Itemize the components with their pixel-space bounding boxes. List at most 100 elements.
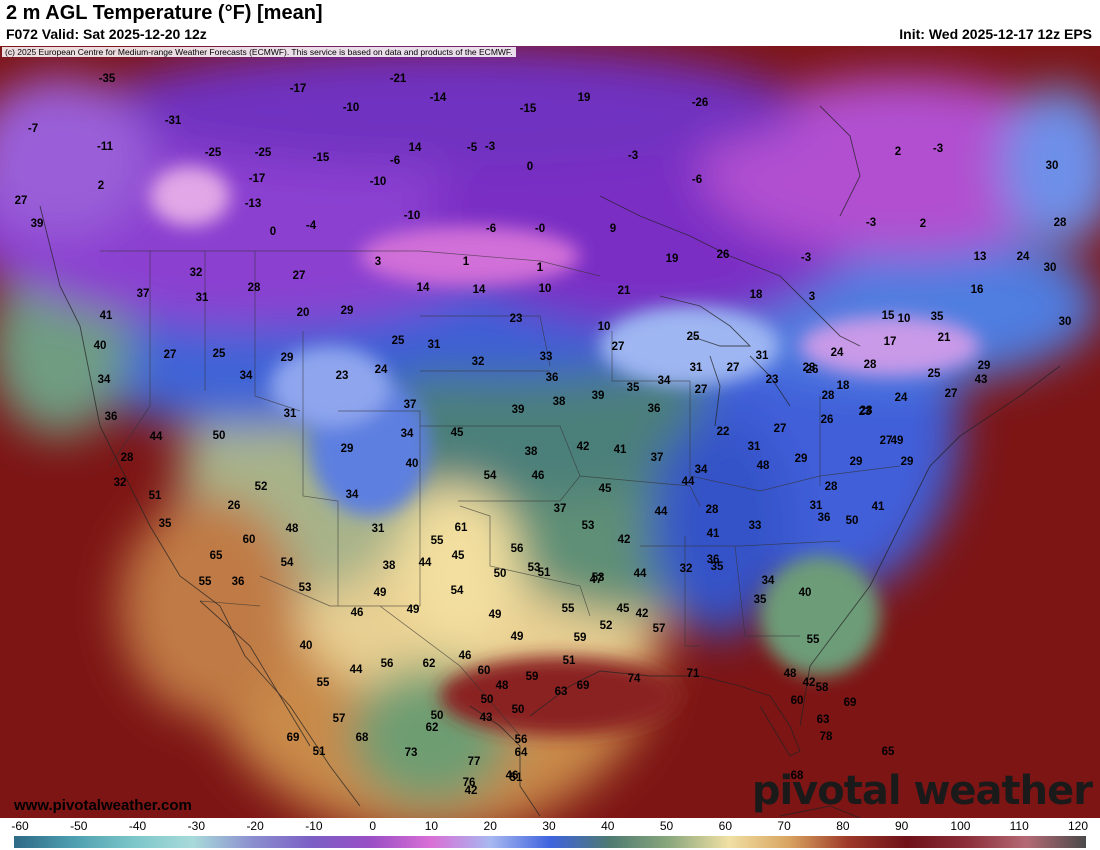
temperature-value: 14 (409, 142, 422, 154)
legend-tick-label: 0 (369, 819, 376, 833)
temperature-value: 25 (213, 348, 226, 360)
temperature-value: -3 (485, 141, 495, 153)
temperature-value: -3 (866, 217, 876, 229)
temperature-value: 58 (816, 682, 829, 694)
temperature-value: 27 (293, 270, 306, 282)
temperature-value: 62 (423, 658, 436, 670)
temperature-value: 27 (774, 423, 787, 435)
temperature-value: 50 (431, 710, 444, 722)
temperature-value: 56 (515, 734, 528, 746)
temperature-value: 27 (880, 435, 893, 447)
temperature-value: 44 (655, 506, 668, 518)
temperature-value: 0 (270, 226, 276, 238)
temperature-value: 76 (463, 777, 476, 789)
temperature-map[interactable]: -35 -21 -7 -17 -14 19 -10 -26 -31 -15 -11 -25 -25 -15… (0, 46, 1100, 818)
legend-tick-label: 110 (1009, 819, 1029, 833)
temperature-value: 29 (341, 443, 354, 455)
temperature-value: 48 (286, 523, 299, 535)
temperature-value: 29 (850, 456, 863, 468)
website-link[interactable]: www.pivotalweather.com (14, 797, 192, 814)
temperature-value: 42 (636, 608, 649, 620)
temperature-value: 53 (299, 582, 312, 594)
temperature-value: -0 (535, 223, 545, 235)
temperature-field (0, 46, 1100, 818)
temperature-value: 21 (618, 285, 631, 297)
coastlines (39, 105, 1061, 818)
temperature-value: 65 (882, 746, 895, 758)
legend-tick-label: 20 (483, 819, 497, 833)
temperature-value: 41 (707, 528, 720, 540)
temperature-value: 44 (350, 664, 363, 676)
temperature-value: 37 (137, 288, 150, 300)
temperature-value: 49 (489, 609, 502, 621)
temperature-value: -31 (165, 115, 182, 127)
temperature-value: 23 (510, 313, 523, 325)
temperature-value: 46 (459, 650, 472, 662)
temperature-value: 57 (653, 623, 666, 635)
temperature-value: 42 (618, 534, 631, 546)
temperature-value: 28 (864, 359, 877, 371)
temperature-value: 54 (484, 470, 497, 482)
temperature-value: 28 (860, 405, 873, 417)
temperature-value: 48 (496, 680, 509, 692)
temperature-value: 29 (795, 453, 808, 465)
temperature-value: 60 (478, 665, 491, 677)
temperature-value: 27 (727, 362, 740, 374)
temperature-value: 37 (554, 503, 567, 515)
temperature-value: 39 (31, 218, 44, 230)
temperature-value: 3 (809, 291, 815, 303)
temperature-value: 3 (375, 256, 381, 268)
temperature-value: 61 (455, 522, 468, 534)
pivotal-weather-logo: pivotal weather (751, 768, 1093, 814)
legend-tick-label: -30 (187, 819, 205, 833)
temperature-value: -3 (801, 252, 811, 264)
temperature-value: -21 (390, 73, 407, 85)
copyright-notice: (c) 2025 European Centre for Medium-rang… (2, 47, 516, 57)
temperature-value: 40 (300, 640, 313, 652)
temperature-value: 55 (807, 634, 820, 646)
temperature-value: 2 (895, 146, 901, 158)
temperature-value: 50 (481, 694, 494, 706)
temperature-value: 35 (754, 594, 767, 606)
temperature-value: 26 (228, 500, 241, 512)
temperature-value: 32 (472, 356, 485, 368)
init-time: Init: Wed 2025-12-17 12z EPS (899, 26, 1092, 42)
temperature-value: 14 (417, 282, 430, 294)
temperature-value: 44 (150, 431, 163, 443)
temperature-value: 27 (945, 388, 958, 400)
legend-tick-label: 80 (836, 819, 850, 833)
temperature-value: 18 (750, 289, 763, 301)
temperature-value: -35 (99, 73, 116, 85)
temperature-value: -4 (306, 220, 317, 232)
temperature-value: 77 (468, 756, 481, 768)
temperature-value: 34 (762, 575, 775, 587)
temperature-value: 24 (1017, 251, 1030, 263)
temperature-value: 42 (577, 441, 590, 453)
temperature-value: 71 (687, 668, 700, 680)
temperature-value: 50 (213, 430, 226, 442)
temperature-value: 40 (406, 458, 419, 470)
temperature-value: 18 (837, 380, 850, 392)
map-canvas: -35 -21-7-17-14 19-10 -26-31-15-11 -25 -25 -15… (0, 46, 1100, 818)
temperature-value: 47 (590, 574, 603, 586)
temperature-value: 36 (232, 576, 245, 588)
temperature-value: 37 (404, 399, 417, 411)
temperature-value: 48 (757, 460, 770, 472)
map-title: 2 m AGL Temperature (°F) [mean] (6, 2, 323, 24)
temperature-value: 38 (525, 446, 538, 458)
temperature-value: 0 (527, 161, 533, 173)
temperature-value: 36 (648, 403, 661, 415)
temperature-value: -17 (290, 83, 307, 95)
temperature-value: 22 (717, 426, 730, 438)
legend-tick-label: -20 (246, 819, 264, 833)
temperature-value: 63 (555, 686, 568, 698)
temperature-value: 49 (511, 631, 524, 643)
temperature-value: 28 (825, 481, 838, 493)
temperature-value: 30 (1046, 160, 1059, 172)
temperature-value: -3 (628, 150, 638, 162)
temperature-value: 36 (546, 372, 559, 384)
temperature-value: 34 (695, 464, 708, 476)
temperature-value: 31 (748, 441, 761, 453)
temperature-value: 41 (100, 310, 113, 322)
temperature-value: 31 (284, 408, 297, 420)
